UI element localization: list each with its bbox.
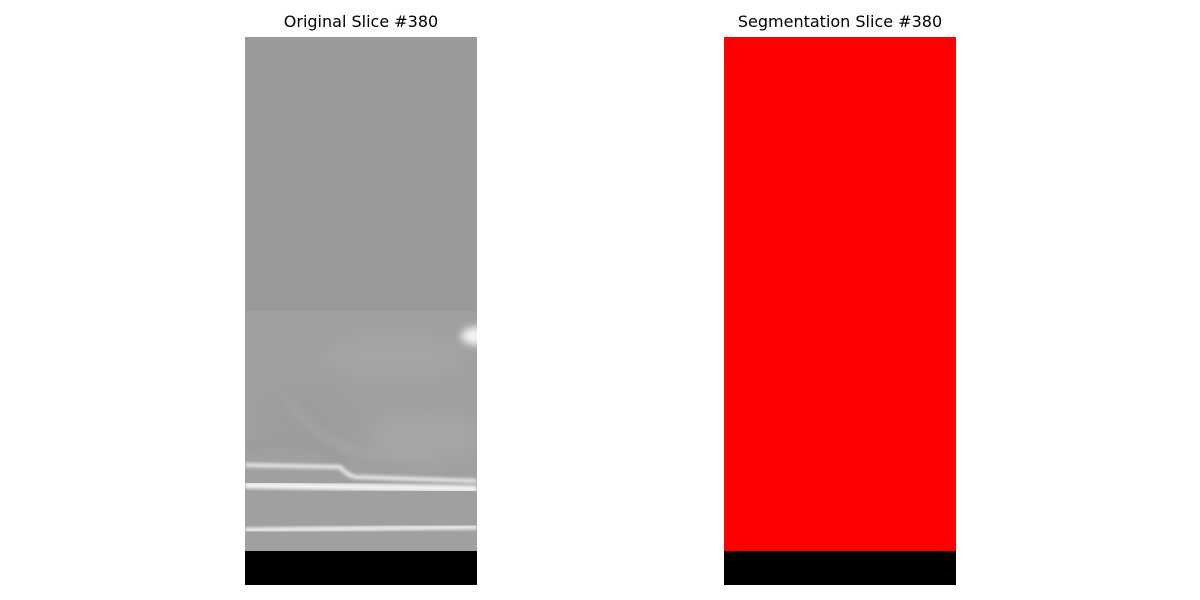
texture-blob: [370, 412, 477, 462]
padding-region: [245, 551, 477, 585]
segmentation-slice-image: [724, 37, 956, 585]
texture-edge: [283, 396, 426, 459]
bright-spot: [461, 327, 477, 345]
segmentation-mask: [724, 37, 956, 551]
bright-band: [245, 524, 477, 533]
original-slice-image: [245, 37, 477, 585]
upper-tissue-region: [245, 37, 477, 311]
texture-blob: [325, 335, 465, 379]
original-slice-title: Original Slice #380: [283, 12, 439, 31]
segmentation-slice-title: Segmentation Slice #380: [737, 12, 943, 31]
bright-band: [245, 481, 477, 493]
texture-edge: [245, 440, 347, 464]
padding-region: [724, 551, 956, 585]
bright-band: [245, 463, 477, 483]
texture-blob: [255, 387, 355, 447]
